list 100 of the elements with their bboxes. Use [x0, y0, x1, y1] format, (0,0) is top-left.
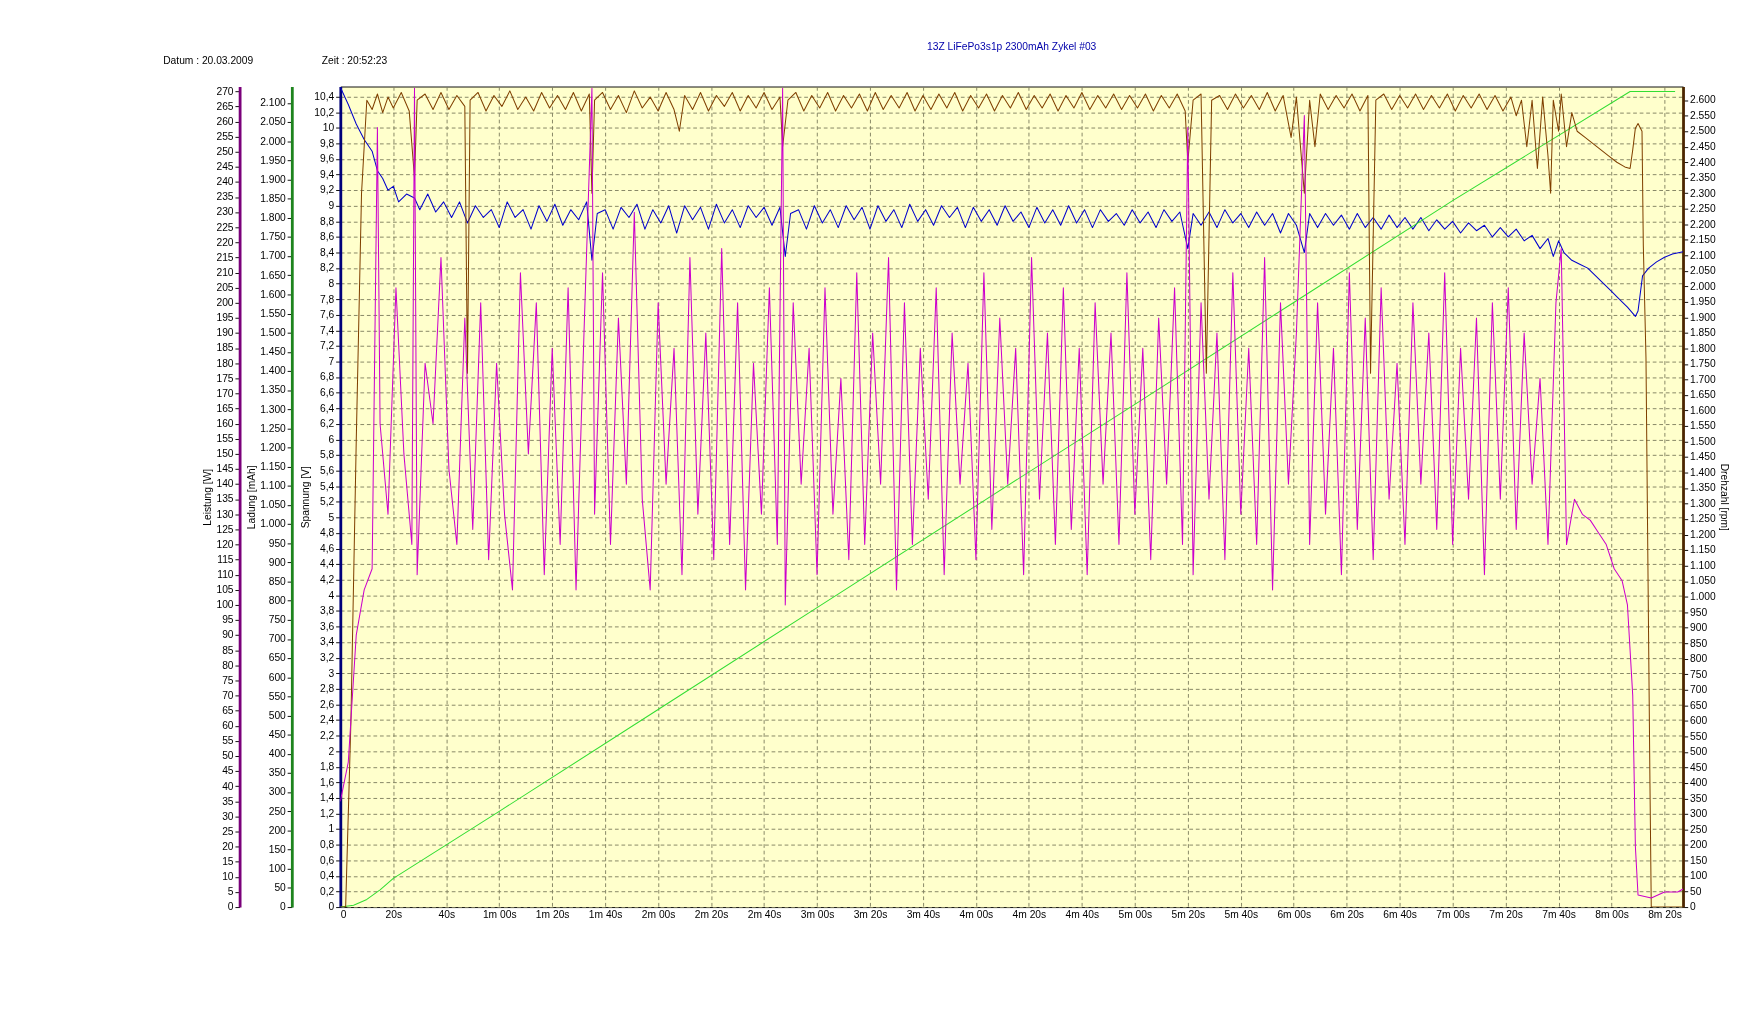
y-tick-label: 2,8	[320, 683, 335, 695]
y-tick-label: 9	[328, 200, 335, 212]
y3-tick-label: 750	[268, 614, 287, 626]
x-tick-label: 3m 20s	[853, 908, 888, 920]
y-tick-label: 8,6	[320, 231, 335, 243]
y2-tick-label: 2.550	[1690, 109, 1716, 121]
y2-tick-label: 850	[1690, 637, 1708, 649]
y-tick-label: 5	[227, 886, 234, 898]
y-tick-label: 85	[222, 644, 234, 656]
y-tick-label: 95	[222, 614, 234, 626]
y3-tick-label: 1.550	[260, 307, 287, 319]
y2-tick-label: 2.300	[1690, 187, 1716, 199]
y-tick-label: 9,6	[320, 153, 335, 165]
y2-tick-label: 200	[1690, 839, 1708, 851]
y-tick-label: 155	[216, 433, 234, 445]
y2-tick-label: 1.700	[1690, 373, 1716, 385]
y-tick-label: 2	[328, 745, 335, 757]
y3-tick-label: 1.150	[260, 461, 287, 473]
y-tick-label: 220	[216, 236, 234, 248]
y-tick-label: 2,2	[320, 729, 335, 741]
y-tick-label: 250	[216, 146, 234, 158]
y2-tick-label: 1.350	[1690, 482, 1716, 494]
y2-tick-label: 2.250	[1690, 203, 1716, 215]
y2-tick-label: 400	[1690, 777, 1708, 789]
y3-tick-label: 2.000	[260, 135, 287, 147]
y2-tick-label: 1.950	[1690, 296, 1716, 308]
x-tick-label: 40s	[438, 908, 456, 920]
y3-tick-label: 100	[268, 863, 287, 875]
y-tick-label: 230	[216, 206, 234, 218]
y-tick-label: 6,4	[320, 402, 335, 414]
y-tick-label: 35	[222, 795, 234, 807]
y3-tick-label: 1.050	[260, 499, 287, 511]
y2-tick-label: 950	[1690, 606, 1708, 618]
x-tick-label: 4m 40s	[1065, 908, 1100, 920]
y-tick-label: 4,4	[320, 558, 335, 570]
y-tick-label: 215	[216, 251, 234, 263]
x-tick-label: 6m 00s	[1277, 908, 1312, 920]
y-tick-label: 240	[216, 176, 234, 188]
y3-tick-label: 1.100	[260, 480, 287, 492]
y-tick-label: 210	[216, 266, 234, 278]
y2-tick-label: 2.000	[1690, 280, 1716, 292]
y2-tick-label: 900	[1690, 622, 1708, 634]
y3-tick-label: 1.900	[260, 173, 287, 185]
y2-tick-label: 1.850	[1690, 327, 1716, 339]
y3-tick-label: 450	[268, 729, 287, 741]
y3-tick-label: 250	[268, 805, 287, 817]
y-tick-label: 7,2	[320, 340, 335, 352]
y-tick-label: 6	[328, 433, 335, 445]
x-tick-label: 3m 40s	[906, 908, 941, 920]
y-tick-label: 20	[222, 840, 234, 852]
y-tick-label: 5,8	[320, 449, 335, 461]
y-tick-label: 3,2	[320, 652, 335, 663]
y-tick-label: 145	[216, 463, 234, 475]
y-tick-label: 3,4	[320, 636, 335, 648]
y3-tick-label: 150	[268, 843, 287, 855]
y2-tick-label: 2.450	[1690, 141, 1716, 153]
y3-tick-label: 1.950	[260, 154, 287, 166]
y-tick-label: 10	[322, 122, 335, 134]
y2-tick-label: 1.600	[1690, 404, 1716, 416]
y-tick-label: 7,4	[320, 324, 335, 336]
y2-tick-label: 1.550	[1690, 420, 1716, 432]
x-tick-label: 7m 40s	[1542, 908, 1576, 920]
y-tick-label: 4	[328, 589, 335, 601]
y-tick-label: 140	[216, 478, 234, 490]
y-tick-label: 135	[216, 493, 234, 505]
x-tick-label: 8m 00s	[1595, 908, 1629, 920]
y2-tick-label: 750	[1690, 668, 1708, 680]
y3-tick-label: 1.600	[260, 288, 287, 300]
y-tick-label: 5	[328, 511, 335, 523]
y-tick-label: 5,4	[320, 480, 335, 492]
y-tick-label: 6,2	[320, 418, 335, 430]
y-tick-label: 5,6	[320, 464, 335, 476]
y3-tick-label: 50	[274, 882, 287, 894]
y3-tick-label: 350	[268, 767, 287, 779]
y2-tick-label: 300	[1690, 808, 1708, 820]
x-tick-label: 3m 00s	[800, 908, 835, 920]
line-series	[340, 86, 1684, 317]
y2-axis-title: Drehzahl [rpm]	[1719, 463, 1731, 532]
y-tick-label: 4,8	[320, 527, 335, 539]
y3-tick-label: 800	[268, 595, 287, 607]
x-tick-label: 4m 20s	[1012, 908, 1047, 920]
y-tick-label: 120	[216, 538, 234, 550]
y3-tick-label: 850	[268, 575, 287, 587]
x-tick-label: 1m 40s	[588, 908, 623, 920]
y2-tick-label: 1.900	[1690, 311, 1716, 323]
x-tick-label: 1m 00s	[482, 908, 517, 920]
y-tick-label: 2,6	[320, 698, 335, 710]
y-tick-label: 10,4	[314, 90, 335, 102]
y2-tick-label: 50	[1690, 885, 1702, 897]
y2-tick-label: 2.150	[1690, 234, 1716, 246]
x-tick-label: 1m 20s	[535, 908, 570, 920]
y-tick-label: 8	[328, 277, 335, 289]
x-tick-label: 7m 00s	[1436, 908, 1470, 920]
y-axis-title: Leistung [W]	[201, 468, 213, 526]
x-tick-label: 5m 00s	[1118, 908, 1153, 920]
y-tick-label: 100	[216, 599, 234, 611]
y-tick-label: 125	[216, 523, 234, 535]
y3-tick-label: 200	[268, 824, 287, 836]
y3-tick-label: 2.100	[260, 97, 287, 109]
y2-tick-label: 1.300	[1690, 497, 1716, 509]
